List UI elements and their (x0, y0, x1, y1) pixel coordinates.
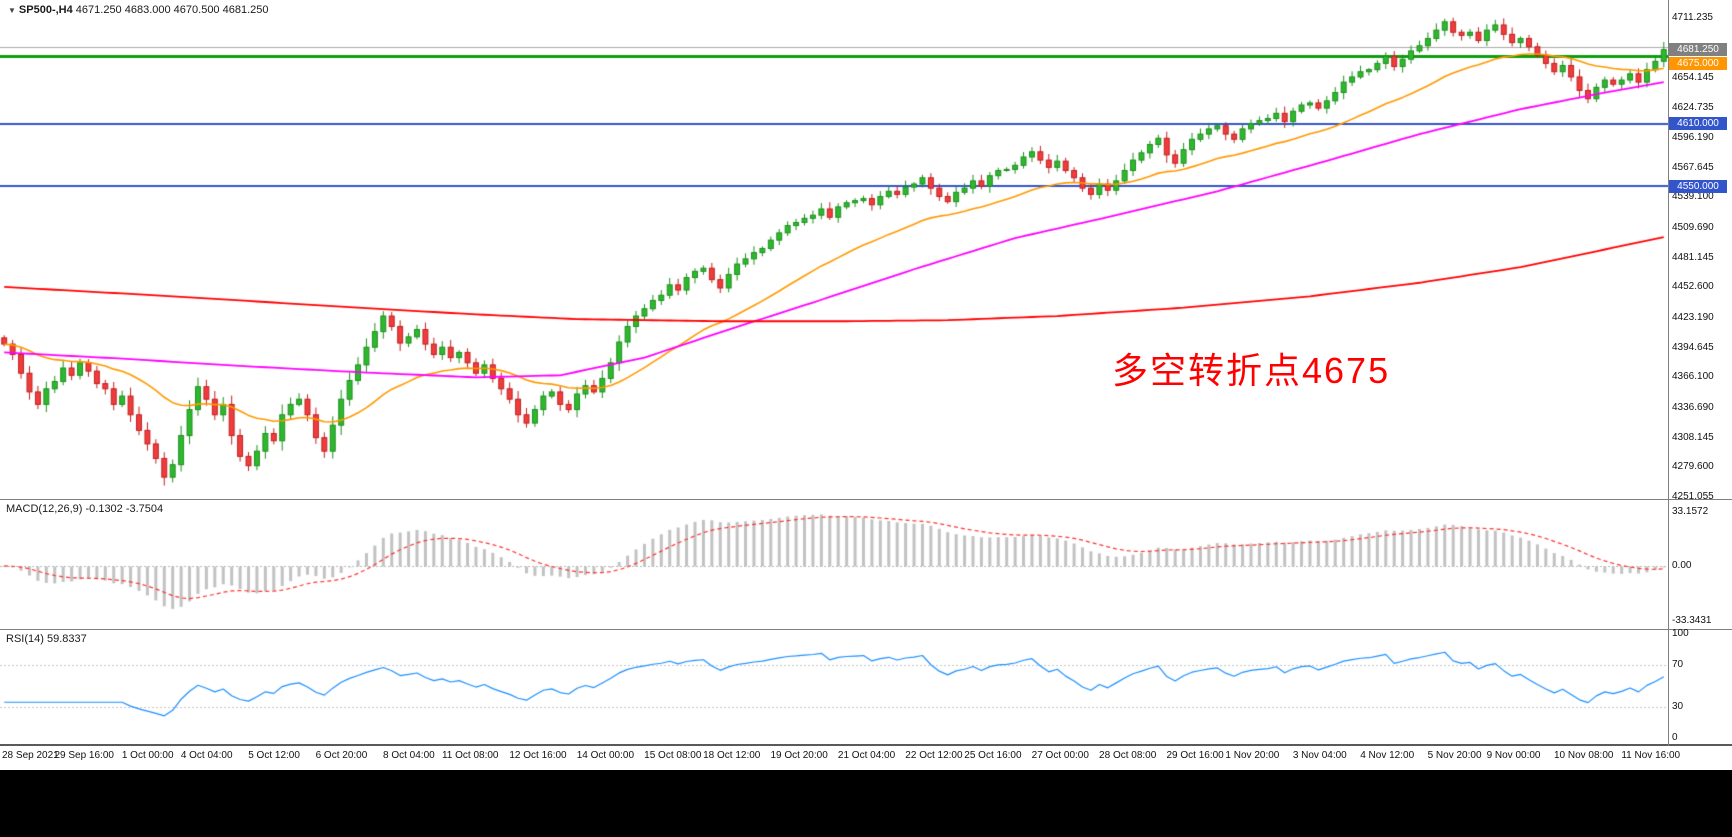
time-axis-label: 5 Nov 20:00 (1427, 750, 1482, 761)
time-axis-label: 11 Nov 16:00 (1621, 750, 1681, 761)
macd-tick-label: 0.00 (1672, 559, 1692, 571)
price-chart-canvas[interactable] (0, 0, 1668, 499)
price-tick-label: 4251.055 (1672, 490, 1714, 502)
price-tick-label: 4452.600 (1672, 281, 1714, 293)
price-tick-label: 4423.190 (1672, 311, 1714, 323)
price-level-badge: 4610.000 (1669, 117, 1727, 131)
time-axis-label: 1 Oct 00:00 (121, 750, 174, 761)
rsi-indicator-canvas[interactable] (0, 630, 1668, 742)
macd-tick-label: 33.1572 (1672, 505, 1709, 517)
rsi-label: RSI(14) (6, 633, 44, 645)
symbol-marker-icon: ▼ (8, 6, 16, 15)
time-axis-label: 15 Oct 08:00 (644, 750, 702, 761)
time-axis-label: 1 Nov 20:00 (1225, 750, 1280, 761)
macd-panel-title: MACD(12,26,9) -0.1302 -3.7504 (6, 503, 163, 515)
symbol-timeframe-label: SP500-,H4 (18, 4, 73, 16)
price-tick-label: 4624.735 (1672, 102, 1714, 114)
time-axis-label: 25 Oct 16:00 (964, 750, 1022, 761)
price-tick-label: 4394.645 (1672, 341, 1714, 353)
price-tick-label: 4567.645 (1672, 161, 1714, 173)
rsi-tick-label: 0 (1672, 732, 1678, 743)
price-tick-label: 4509.690 (1672, 221, 1714, 233)
price-level-badge: 4550.000 (1669, 179, 1727, 193)
chart-annotation[interactable]: 多空转折点4675 (1112, 350, 1391, 391)
price-axis-line (1668, 0, 1669, 746)
rsi-tick-label: 30 (1672, 700, 1684, 712)
time-axis-label: 19 Oct 20:00 (770, 750, 828, 761)
ohlc-values-label: 4671.250 4683.000 4670.500 4681.250 (75, 4, 269, 16)
rsi-values: 59.8337 (46, 633, 87, 645)
time-axis-label: 29 Sep 16:00 (54, 750, 114, 761)
time-axis-label: 6 Oct 20:00 (315, 750, 368, 761)
time-axis-label: 4 Oct 04:00 (180, 750, 233, 761)
time-axis-label: 28 Sep 2021 (2, 750, 59, 761)
window-footer (0, 770, 1732, 837)
price-tick-label: 4539.100 (1672, 191, 1714, 203)
time-axis-label: 3 Nov 04:00 (1292, 750, 1347, 761)
time-axis-label: 9 Nov 00:00 (1486, 750, 1541, 761)
time-axis-label: 22 Oct 12:00 (905, 750, 963, 761)
price-tick-label: 4279.600 (1672, 461, 1714, 473)
chart-title: ▼ SP500-,H4 4671.250 4683.000 4670.500 46… (8, 4, 269, 16)
time-axis-separator[interactable] (0, 744, 1732, 746)
time-axis-label: 4 Nov 12:00 (1360, 750, 1415, 761)
price-level-badge: 4681.250 (1669, 43, 1727, 57)
rsi-tick-label: 100 (1672, 628, 1689, 639)
macd-values: -0.1302 -3.7504 (85, 503, 164, 515)
price-tick-label: 4654.145 (1672, 71, 1714, 83)
time-axis-label: 27 Oct 00:00 (1031, 750, 1089, 761)
time-axis-label: 10 Nov 08:00 (1553, 750, 1614, 761)
price-tick-label: 4481.145 (1672, 251, 1714, 263)
time-axis-label: 28 Oct 08:00 (1099, 750, 1157, 761)
time-axis-label: 18 Oct 12:00 (703, 750, 761, 761)
macd-tick-label: -33.3431 (1672, 614, 1712, 626)
price-tick-label: 4596.190 (1672, 132, 1714, 144)
time-axis-label: 5 Oct 12:00 (248, 750, 300, 761)
price-tick-label: 4711.235 (1672, 12, 1713, 24)
price-tick-label: 4336.690 (1672, 401, 1714, 413)
time-axis-label: 11 Oct 08:00 (441, 750, 499, 761)
rsi-panel-title: RSI(14) 59.8337 (6, 633, 87, 645)
macd-label: MACD(12,26,9) (6, 503, 83, 515)
price-tick-label: 4366.100 (1672, 371, 1714, 383)
time-axis-label: 29 Oct 16:00 (1166, 750, 1224, 761)
time-axis-label: 8 Oct 04:00 (383, 750, 435, 761)
time-axis-label: 12 Oct 16:00 (509, 750, 567, 761)
panel-separator[interactable] (0, 629, 1732, 630)
time-axis-label: 21 Oct 04:00 (837, 750, 896, 761)
time-axis-label: 14 Oct 00:00 (576, 750, 635, 761)
rsi-tick-label: 70 (1672, 659, 1684, 671)
macd-indicator-canvas[interactable] (0, 500, 1668, 629)
price-tick-label: 4308.145 (1672, 431, 1714, 443)
panel-separator[interactable] (0, 499, 1732, 500)
price-level-badge: 4675.000 (1669, 57, 1727, 71)
